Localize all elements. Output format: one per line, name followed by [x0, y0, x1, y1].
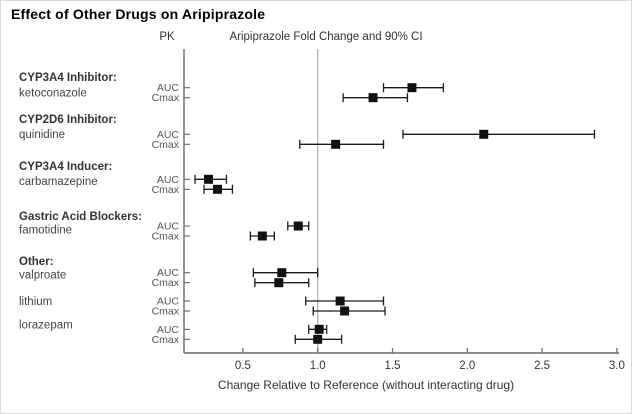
data-point-marker: [479, 129, 489, 139]
metric-label: AUC: [157, 324, 180, 336]
metric-label: Cmax: [152, 277, 180, 289]
data-point-marker: [257, 231, 267, 241]
metric-label: Cmax: [152, 334, 180, 346]
pk-column-header: PK: [159, 31, 175, 43]
metric-label: Cmax: [152, 92, 180, 104]
metric-label: AUC: [157, 174, 180, 186]
metric-label: Cmax: [152, 184, 180, 196]
x-tick-label: 1.0: [310, 360, 326, 372]
data-point-marker: [277, 268, 287, 278]
drug-label: quinidine: [19, 129, 65, 141]
data-point-marker: [314, 324, 324, 334]
data-point-marker: [407, 83, 417, 93]
x-tick-label: 2.0: [459, 360, 475, 372]
category-label: CYP3A4 Inducer:: [19, 161, 112, 173]
data-point-marker: [368, 93, 378, 103]
value-axis-header: Aripiprazole Fold Change and 90% CI: [229, 31, 423, 43]
category-label: Other:: [19, 256, 54, 268]
metric-label: AUC: [157, 221, 180, 233]
metric-label: AUC: [157, 296, 180, 308]
data-point-marker: [335, 296, 345, 306]
category-label: CYP2D6 Inhibitor:: [19, 114, 117, 126]
drug-label: ketoconazole: [19, 88, 87, 100]
metric-label: Cmax: [152, 139, 180, 151]
chart-title: Effect of Other Drugs on Aripiprazole: [11, 6, 266, 22]
x-tick-label: 2.5: [534, 360, 550, 372]
metric-label: Cmax: [152, 306, 180, 318]
metric-label: AUC: [157, 267, 180, 279]
data-point-marker: [293, 221, 303, 231]
drug-label: lithium: [19, 296, 52, 308]
x-tick-label: 1.5: [385, 360, 401, 372]
data-point-marker: [313, 334, 323, 344]
drug-label: valproate: [19, 269, 66, 281]
drug-label: carbamazepine: [19, 176, 98, 188]
category-label: CYP3A4 Inhibitor:: [19, 72, 117, 84]
category-label: Gastric Acid Blockers:: [19, 211, 142, 223]
metric-label: AUC: [157, 129, 180, 141]
metric-label: AUC: [157, 82, 180, 94]
drug-label: famotidine: [19, 224, 72, 236]
x-axis-title: Change Relative to Reference (without in…: [217, 378, 515, 392]
data-point-marker: [331, 139, 341, 149]
x-tick-label: 3.0: [609, 360, 625, 372]
metric-label: Cmax: [152, 231, 180, 243]
data-point-marker: [274, 278, 284, 288]
data-point-marker: [340, 306, 350, 316]
data-point-marker: [203, 174, 213, 184]
drug-label: lorazepam: [19, 319, 73, 331]
x-tick-label: 0.5: [235, 360, 251, 372]
data-point-marker: [212, 184, 222, 194]
